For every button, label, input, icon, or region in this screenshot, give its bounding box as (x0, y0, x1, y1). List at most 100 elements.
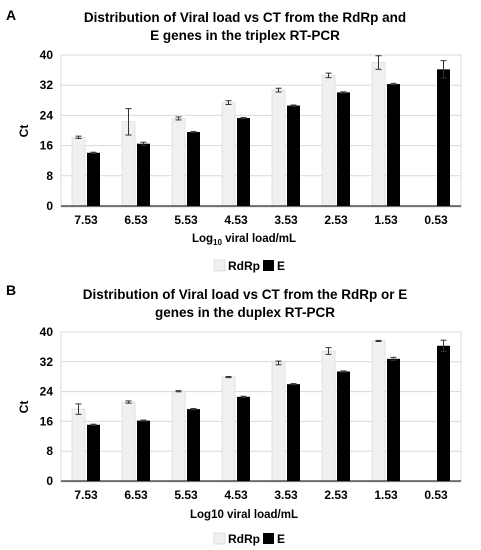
bar-rdrp (371, 62, 386, 207)
bar-rdrp (171, 390, 186, 482)
y-tick-label: 40 (40, 48, 54, 62)
bar-e (137, 143, 150, 206)
error-bar-e (190, 130, 197, 134)
error-bar-rdrp (75, 135, 82, 139)
legend-swatch-e (263, 533, 274, 544)
error-bars (75, 55, 447, 154)
x-tick-label: 4.53 (224, 488, 248, 502)
y-tick-label: 32 (40, 355, 54, 369)
bar-e (337, 371, 350, 481)
bar-e (437, 345, 450, 481)
x-axis-label-subscript: 10 (213, 238, 222, 247)
error-bar-e (290, 383, 297, 386)
x-tick-label: 2.53 (324, 488, 348, 502)
legend-swatch-rdrp (213, 259, 226, 272)
y-tick-label: 24 (40, 108, 54, 122)
error-bar-e (240, 395, 247, 398)
bar-rdrp (71, 136, 86, 207)
panel-label: A (6, 7, 16, 23)
legend-label-rdrp: RdRp (228, 259, 260, 273)
y-tick-label: 40 (40, 325, 54, 339)
error-bar-rdrp (225, 376, 232, 379)
y-tick-label: 24 (40, 385, 54, 399)
y-tick-label: 0 (46, 199, 53, 213)
error-bar-e (140, 141, 147, 146)
y-tick-label: 16 (40, 139, 54, 153)
x-tick-label: 5.53 (174, 488, 198, 502)
error-bar-rdrp (375, 339, 382, 342)
error-bar-rdrp (175, 116, 182, 121)
legend-swatch-e (263, 260, 274, 271)
legend: RdRp E (213, 259, 285, 273)
bar-rdrp (71, 408, 86, 482)
y-tick-label: 8 (46, 169, 53, 183)
error-bar-e (90, 423, 97, 426)
x-tick-label: 6.53 (124, 213, 148, 227)
y-axis-label: Ct (17, 401, 31, 414)
bar-e (387, 84, 400, 206)
bars (71, 62, 450, 207)
y-tick-label: 32 (40, 78, 54, 92)
y-tick-labels: 0 8 16 24 32 40 (40, 48, 54, 213)
bar-e (187, 409, 200, 481)
bar-e (287, 105, 300, 206)
legend: RdRp E (213, 532, 285, 546)
error-bar-e (290, 104, 297, 107)
error-bar-e (90, 151, 97, 154)
legend-swatch-rdrp (213, 532, 226, 545)
x-tick-label: 5.53 (174, 213, 198, 227)
error-bar-rdrp (375, 55, 382, 70)
legend-label-e: E (277, 532, 285, 546)
bar-rdrp (271, 89, 286, 207)
x-tick-label: 3.53 (274, 213, 298, 227)
x-tick-label: 3.53 (274, 488, 298, 502)
error-bar-e (340, 91, 347, 94)
legend-label-e: E (277, 259, 285, 273)
panel-b: B Distribution of Viral load vs CT from … (6, 282, 462, 546)
chart-title-line-1: Distribution of Viral load vs CT from th… (84, 10, 406, 25)
error-bar-rdrp (225, 100, 232, 105)
x-tick-labels: 7.53 6.53 5.53 4.53 3.53 2.53 1.53 0.53 (74, 488, 448, 502)
y-tick-label: 8 (46, 444, 53, 458)
bar-e (87, 424, 100, 481)
x-axis-label-main: Log (192, 233, 213, 245)
x-tick-label: 6.53 (124, 488, 148, 502)
bar-e (137, 420, 150, 481)
chart-title-line-1: Distribution of Viral load vs CT from th… (83, 287, 408, 302)
bar-e (337, 92, 350, 206)
x-tick-labels: 7.53 6.53 5.53 4.53 3.53 2.53 1.53 0.53 (74, 213, 448, 227)
x-tick-label: 4.53 (224, 213, 248, 227)
x-tick-label: 7.53 (74, 213, 98, 227)
bar-e (187, 132, 200, 206)
error-bar-e (390, 356, 397, 361)
error-bar-rdrp (325, 72, 332, 79)
error-bar-rdrp (125, 400, 132, 404)
bar-rdrp (221, 102, 236, 207)
y-tick-label: 16 (40, 414, 54, 428)
error-bar-e (440, 339, 447, 352)
y-tick-labels: 0 8 16 24 32 40 (40, 325, 54, 488)
error-bars (75, 339, 447, 426)
error-bar-rdrp (75, 403, 82, 415)
x-tick-label: 0.53 (424, 213, 448, 227)
bar-rdrp (171, 118, 186, 207)
x-axis-label-rest: viral load/mL (222, 233, 296, 245)
legend-label-rdrp: RdRp (228, 532, 260, 546)
x-axis-label: Log10 viral load/mL (190, 509, 298, 521)
error-bar-rdrp (175, 390, 182, 393)
x-tick-label: 0.53 (424, 488, 448, 502)
error-bar-e (240, 116, 247, 120)
x-tick-label: 1.53 (374, 213, 398, 227)
bar-e (437, 69, 450, 206)
bar-e (87, 152, 100, 206)
chart-title-line-2: E genes in the triplex RT-PCR (150, 28, 340, 43)
error-bar-e (190, 408, 197, 411)
bar-rdrp (371, 340, 386, 482)
y-axis-label: Ct (17, 125, 31, 138)
bar-e (237, 396, 250, 481)
bar-e (387, 358, 400, 481)
error-bar-e (140, 419, 147, 422)
x-tick-label: 1.53 (374, 488, 398, 502)
panel-label: B (6, 282, 16, 298)
